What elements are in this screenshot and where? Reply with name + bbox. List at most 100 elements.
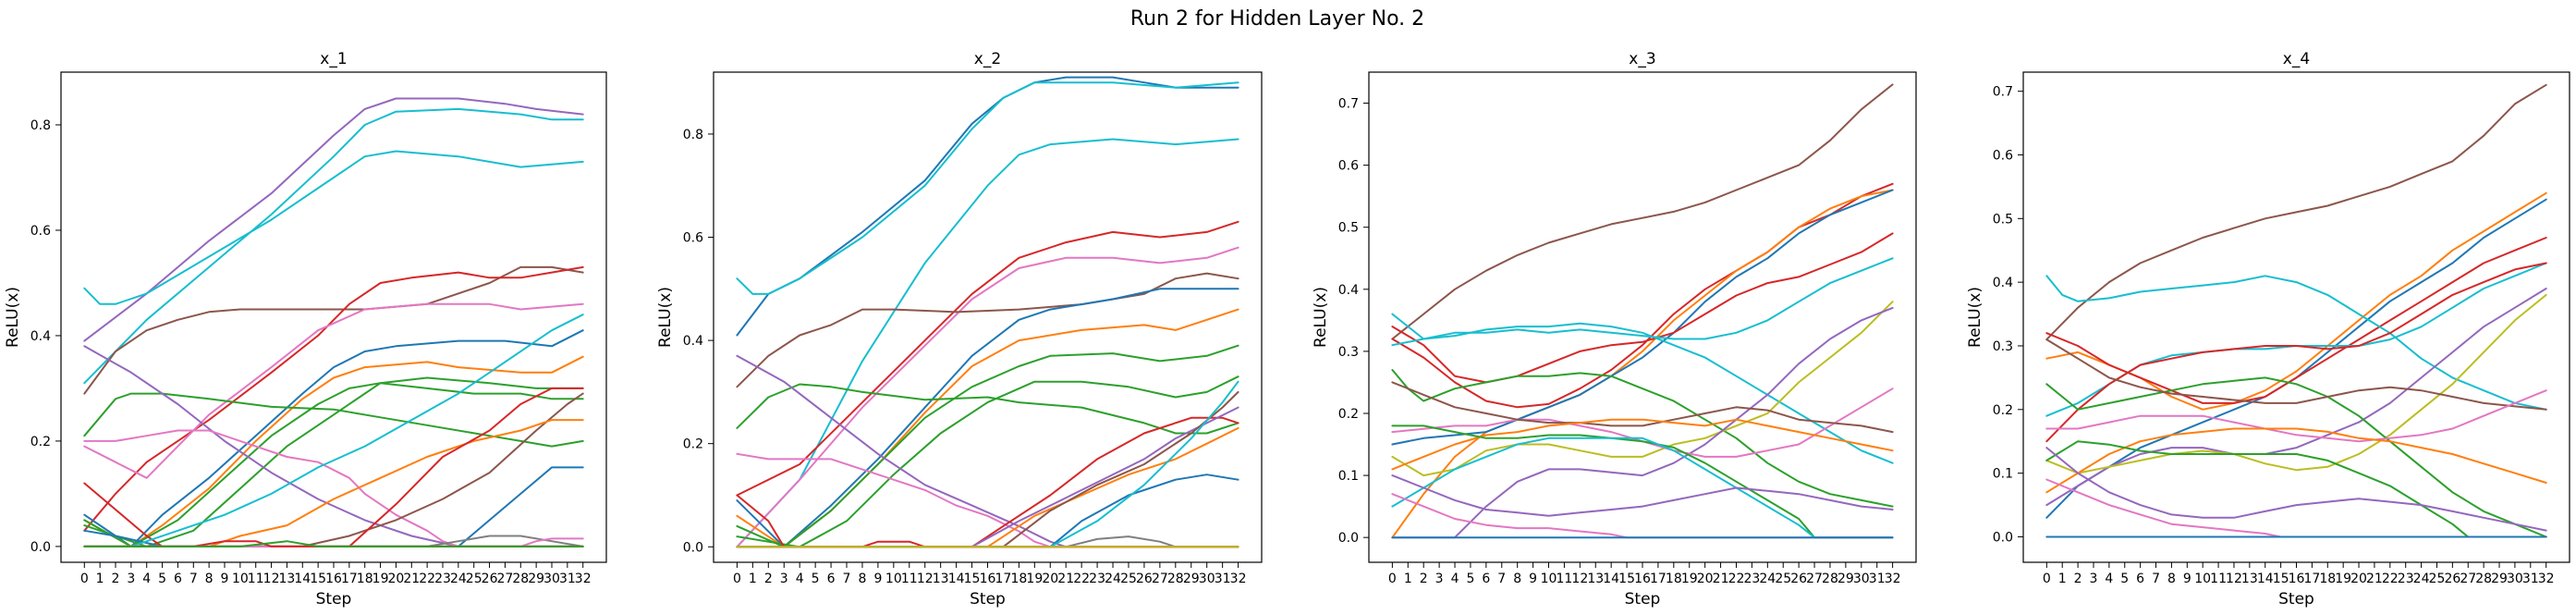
x-axis-label: Step <box>970 590 1006 609</box>
x-tick-label: 19 <box>1681 572 1698 586</box>
y-tick-label: 0.6 <box>1338 159 1359 174</box>
x-tick-label: 31 <box>1869 572 1886 586</box>
x-tick-label: 13 <box>1587 572 1604 586</box>
x-tick-label: 18 <box>2319 572 2336 586</box>
x-tick-label: 12 <box>1571 572 1588 586</box>
series-line-18 <box>736 390 1239 548</box>
x-tick-label: 4 <box>2105 572 2113 586</box>
y-tick-label: 0.3 <box>1993 339 2013 354</box>
series-line-9 <box>1391 301 1894 477</box>
x-tick-label: 28 <box>1167 572 1184 586</box>
y-axis: 0.0 0.2 0.4 0.6 0.8 <box>683 128 714 555</box>
x-tick-label: 2 <box>2074 572 2082 586</box>
series-line-12 <box>736 354 1239 548</box>
x-tick-label: 16 <box>980 572 996 586</box>
series-line-2 <box>736 81 1239 295</box>
series-line-3 <box>736 138 1239 548</box>
y-tick-label: 0.6 <box>683 231 703 246</box>
x-tick-label: 21 <box>1057 572 1074 586</box>
x-tick-label: 1 <box>96 572 104 586</box>
series-group <box>736 76 1239 548</box>
x-tick-label: 3 <box>780 572 788 586</box>
x-tick-label: 30 <box>543 572 560 586</box>
x-tick-label: 15 <box>2273 572 2289 586</box>
x-tick-label: 30 <box>1199 572 1215 586</box>
x-tick-label: 24 <box>1105 572 1121 586</box>
x-tick-label: 22 <box>1728 572 1745 586</box>
y-tick-label: 0.0 <box>683 540 703 555</box>
y-tick-label: 0.3 <box>1338 345 1359 360</box>
x-tick-label: 0 <box>733 572 741 586</box>
x-tick-label: 10 <box>232 572 249 586</box>
x-tick-label: 19 <box>2335 572 2351 586</box>
x-tick-label: 31 <box>2522 572 2539 586</box>
x-tick-label: 11 <box>901 572 918 586</box>
series-line-10 <box>1391 306 1894 539</box>
series-line-9 <box>736 383 1239 435</box>
x-tick-label: 8 <box>1513 572 1521 586</box>
x-tick-label: 18 <box>1666 572 1682 586</box>
x-tick-label: 28 <box>2475 572 2492 586</box>
series-line-4 <box>736 220 1239 497</box>
y-tick-label: 0.7 <box>1338 97 1359 112</box>
series-line-7 <box>2045 262 2547 443</box>
series-line-8 <box>83 355 584 547</box>
x-tick-label: 12 <box>917 572 934 586</box>
x-tick-label: 29 <box>1183 572 1200 586</box>
series-line-13 <box>83 429 584 547</box>
y-tick-label: 0.8 <box>31 118 51 133</box>
x-tick-label: 17 <box>1650 572 1666 586</box>
x-tick-label: 24 <box>2413 572 2430 586</box>
series-line-7 <box>1391 313 1894 464</box>
x-tick-label: 0 <box>1388 572 1397 586</box>
x-tick-label: 14 <box>294 572 311 586</box>
series-line-17 <box>736 426 1239 548</box>
series-line-6 <box>1391 257 1894 347</box>
series-line-5 <box>736 246 1239 548</box>
series-line-7 <box>736 288 1239 548</box>
x-tick-label: 4 <box>1451 572 1459 586</box>
panel-title: x_1 <box>320 50 347 68</box>
x-tick-label: 1 <box>749 572 757 586</box>
x-axis-label: Step <box>316 590 352 609</box>
chart-panel-4: x_40 1 2 3 4 5 6 7 8 9 10 11 12 13 14 15 16 17 18 19 20 21 22 2… <box>1966 50 2570 609</box>
x-tick-label: 2 <box>112 572 120 586</box>
x-tick-label: 1 <box>2058 572 2067 586</box>
series-line-3 <box>1391 189 1894 539</box>
panel-title: x_3 <box>1629 50 1655 68</box>
y-tick-label: 0.4 <box>1338 283 1359 298</box>
x-tick-label: 20 <box>1042 572 1058 586</box>
x-tick-label: 6 <box>1482 572 1490 586</box>
x-tick-label: 15 <box>310 572 326 586</box>
y-tick-label: 0.0 <box>1338 531 1359 546</box>
series-line-7 <box>83 329 584 547</box>
y-tick-label: 0.2 <box>683 437 703 452</box>
x-tick-label: 2 <box>764 572 773 586</box>
x-tick-label: 3 <box>1435 572 1444 586</box>
series-line-11 <box>2045 338 2547 411</box>
y-axis-label: ReLU(x) <box>656 287 675 348</box>
x-tick-label: 7 <box>189 572 198 586</box>
x-tick-label: 23 <box>434 572 451 586</box>
x-tick-label: 7 <box>843 572 851 586</box>
y-tick-label: 0.4 <box>1993 276 2013 290</box>
x-tick-label: 20 <box>388 572 405 586</box>
y-tick-label: 0.0 <box>31 540 51 555</box>
x-tick-label: 5 <box>158 572 166 586</box>
series-line-4 <box>83 265 584 395</box>
x-tick-label: 10 <box>2194 572 2211 586</box>
y-tick-label: 0.5 <box>1993 212 2013 227</box>
x-tick-label: 15 <box>964 572 981 586</box>
y-tick-label: 0.1 <box>1993 467 2013 482</box>
x-tick-label: 27 <box>497 572 514 586</box>
x-tick-label: 14 <box>948 572 965 586</box>
y-tick-label: 0.1 <box>1338 469 1359 484</box>
series-group <box>83 97 584 547</box>
y-axis-label: ReLU(x) <box>1966 287 1984 348</box>
x-tick-label: 23 <box>1743 572 1760 586</box>
x-tick-label: 7 <box>2152 572 2160 586</box>
y-tick-label: 0.7 <box>1993 85 2013 100</box>
x-tick-label: 26 <box>482 572 498 586</box>
